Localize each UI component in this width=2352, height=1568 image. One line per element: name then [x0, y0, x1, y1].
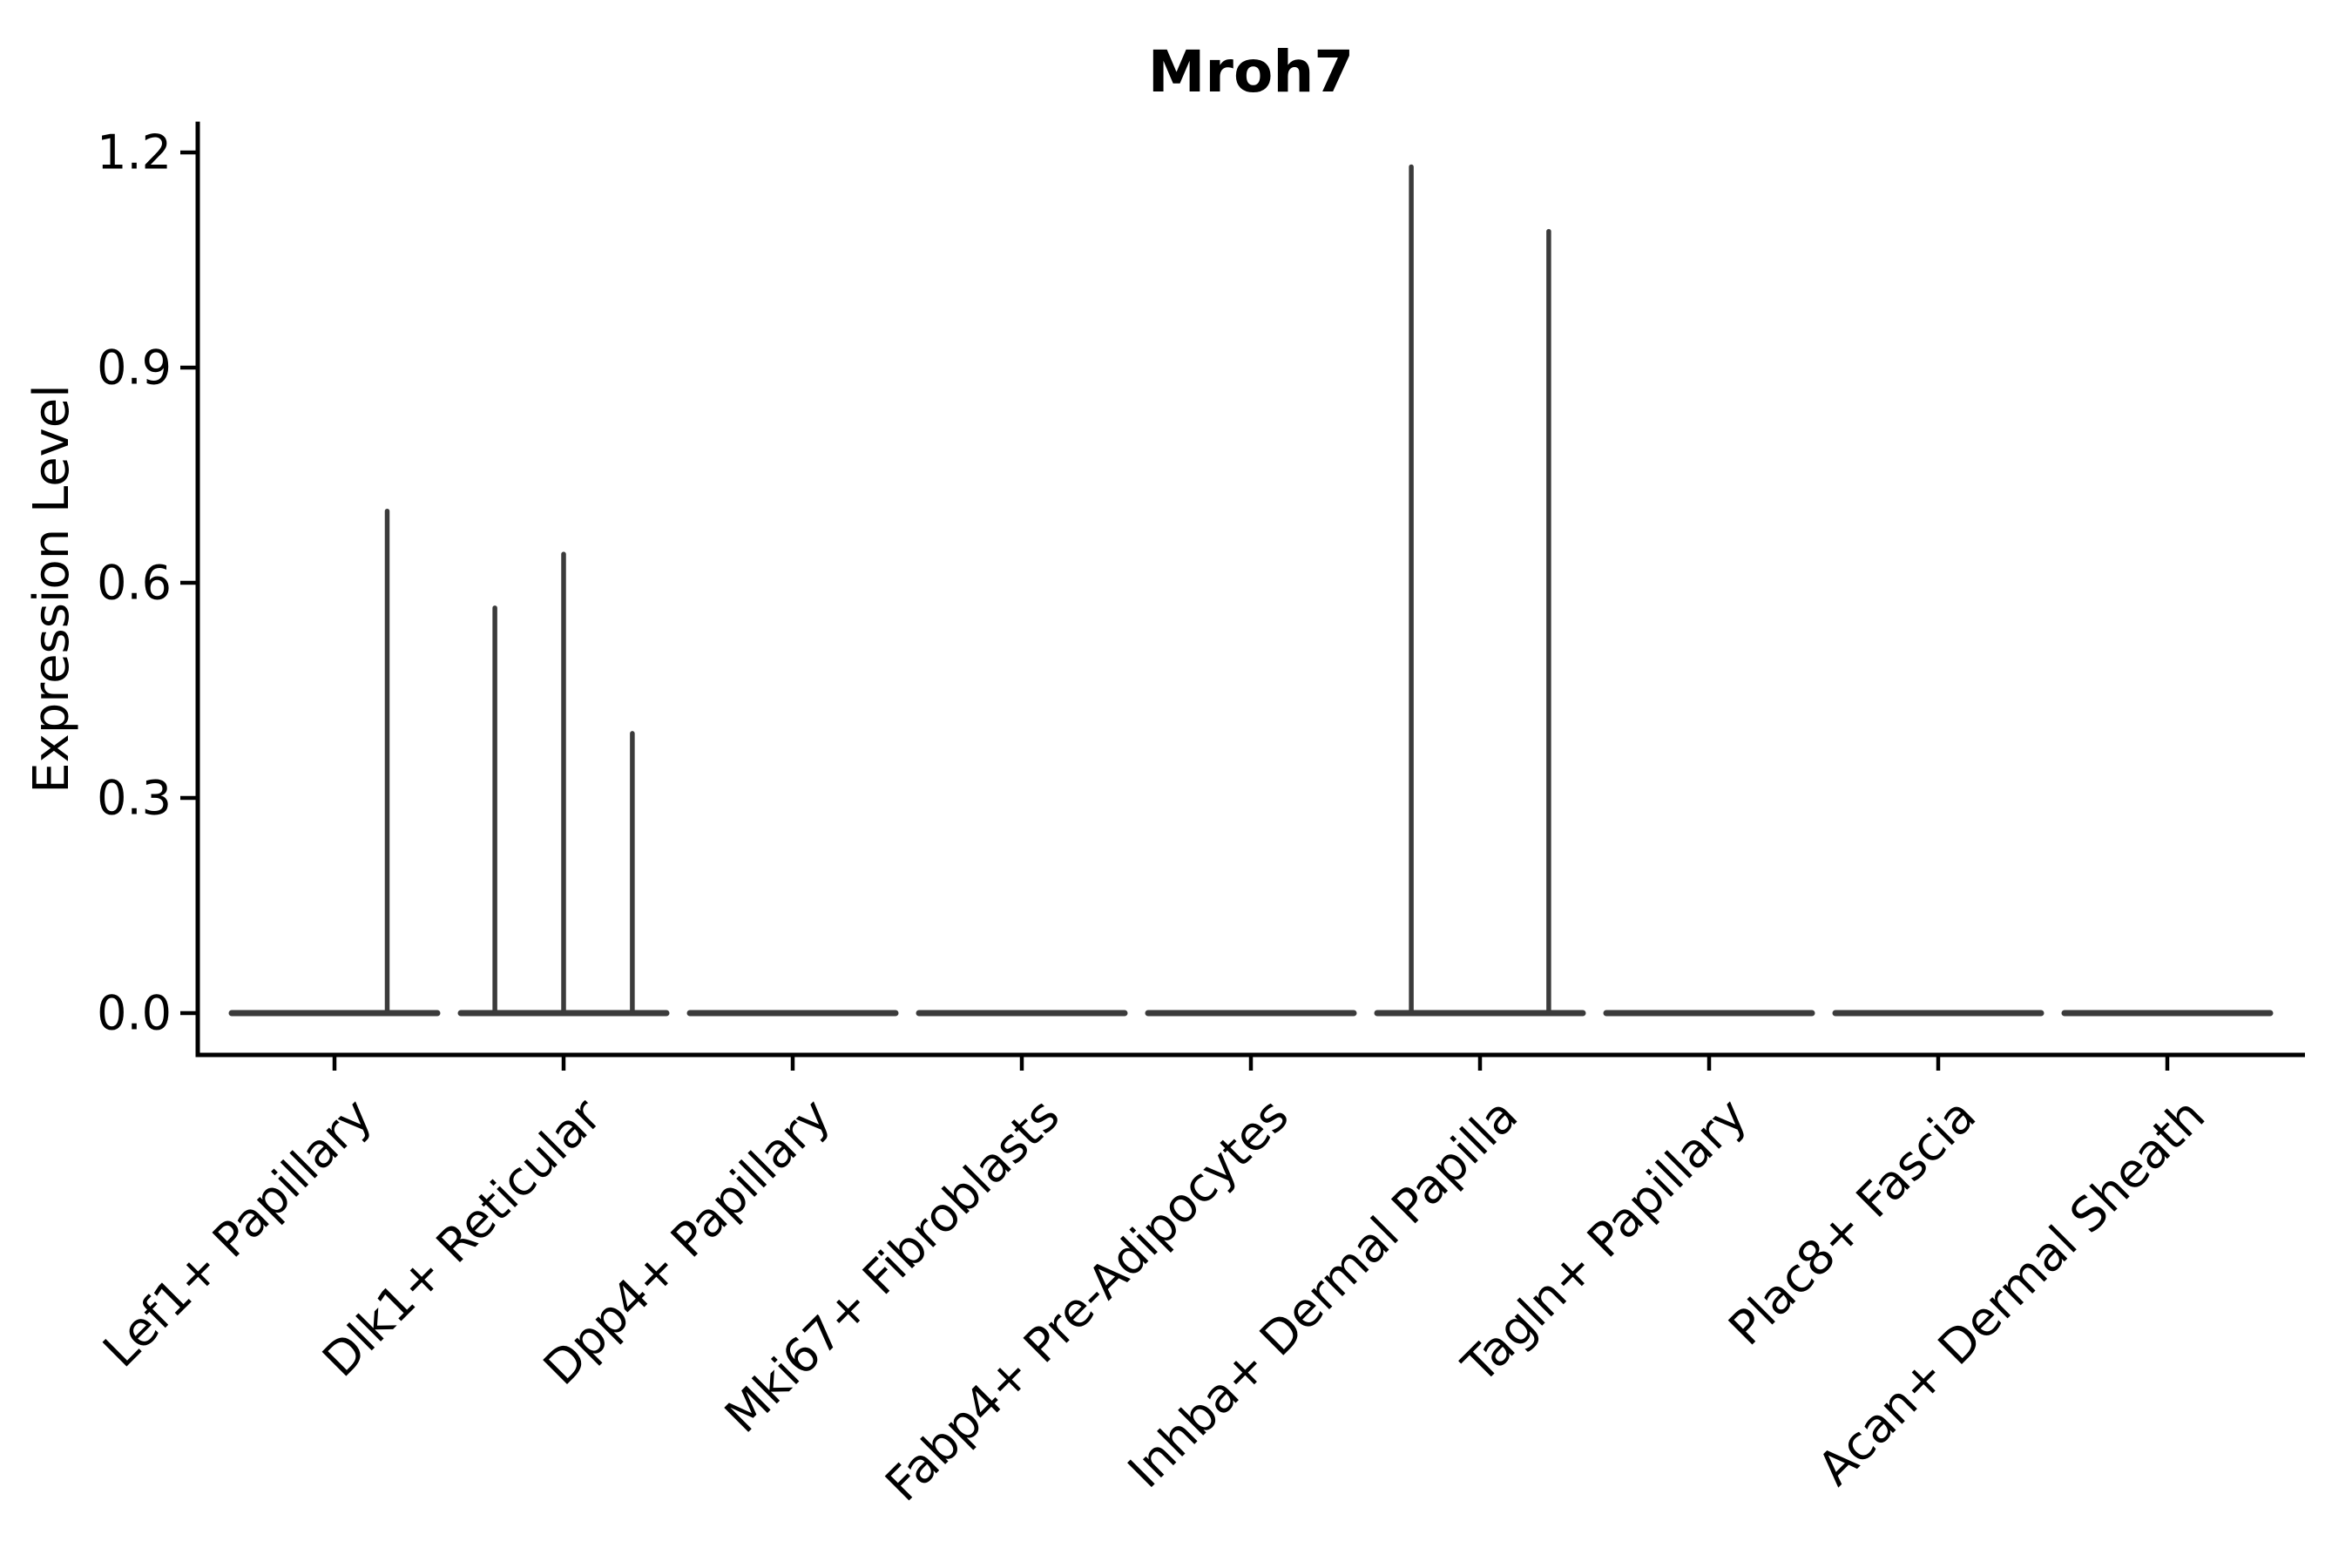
y-tick-label: 0.9 [97, 341, 172, 395]
y-tick-label: 1.2 [97, 125, 172, 180]
x-tick-label: Fabp4+ Pre-Adipocytes [875, 1088, 1299, 1512]
y-tick-label: 0.6 [97, 556, 172, 611]
violins-layer [228, 164, 2274, 1017]
y-axis-label: Expression Level [24, 384, 80, 794]
axes-layer [195, 121, 2305, 1058]
x-tick-label: Acan+ Dermal Sheath [1808, 1088, 2215, 1496]
y-tick-label: 0.0 [97, 986, 172, 1041]
y-ticks-layer: 0.0 0.3 0.6 0.9 1.2 [97, 125, 198, 1041]
x-tick-label: Plac8+ Fascia [1718, 1088, 1986, 1356]
y-tick-label: 0.3 [97, 771, 172, 826]
chart-title: Mroh7 [1148, 38, 1354, 105]
x-tick-label: Inhba+ Dermal Papilla [1118, 1088, 1528, 1498]
